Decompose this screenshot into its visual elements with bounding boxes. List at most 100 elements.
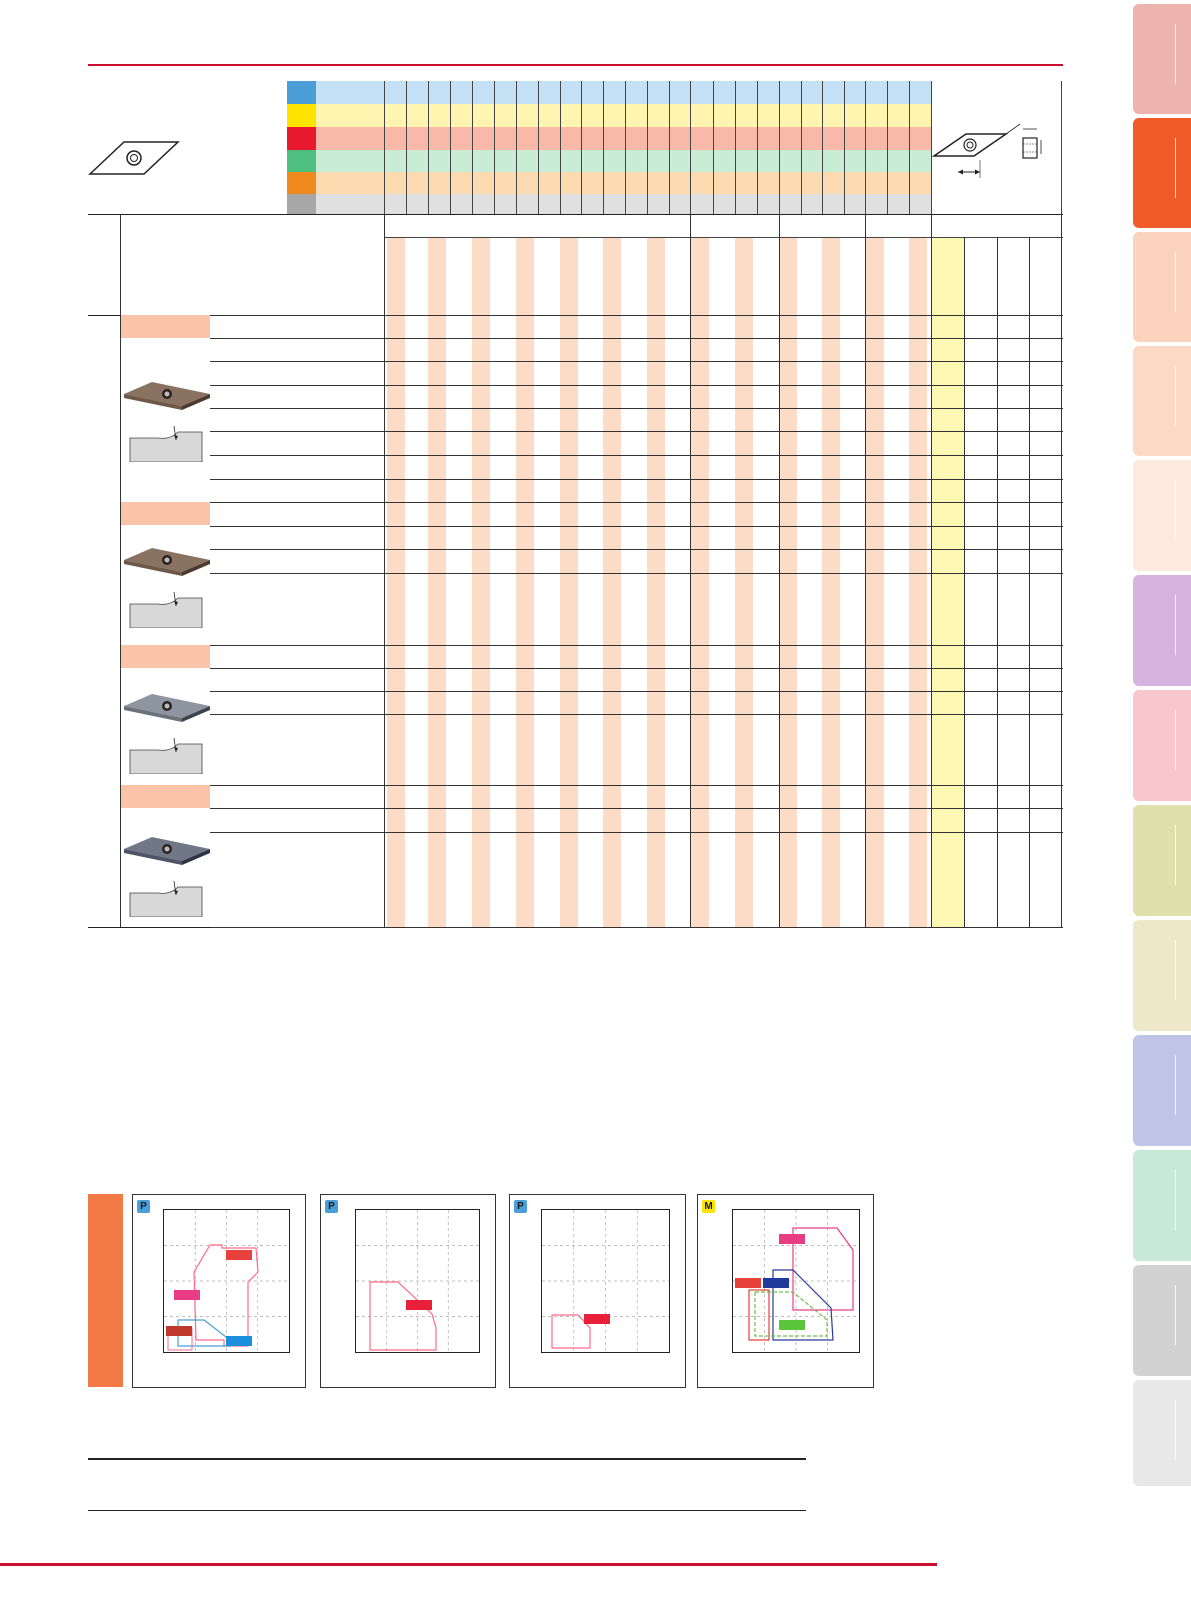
grade-swatch-m: [287, 104, 316, 127]
table-row-line: [210, 455, 1063, 456]
side-tab-6[interactable]: [1133, 575, 1191, 686]
grade-swatch-h: [287, 194, 316, 214]
grade-band-divider: [844, 81, 845, 214]
grade-band-divider: [865, 81, 866, 214]
side-tab-7[interactable]: [1133, 690, 1191, 801]
grade-band-divider: [779, 81, 780, 214]
grade-stripe: [387, 237, 405, 927]
dimension-column-divider: [1061, 237, 1062, 927]
side-tab-4[interactable]: [1133, 346, 1191, 456]
tab-marker: [1175, 1170, 1176, 1230]
table-row-line: [210, 479, 1063, 480]
range-plot: [163, 1209, 290, 1353]
tab-marker: [1175, 138, 1176, 198]
grade-stripe: [691, 237, 709, 927]
grade-band-h: [316, 194, 931, 214]
chipbreaker-profile-icon: [128, 881, 204, 917]
grade-stripe: [909, 237, 927, 927]
grade-band-divider: [560, 81, 561, 214]
grade-side-bar: [88, 1194, 123, 1387]
table-row-line: [210, 385, 1063, 386]
tab-marker: [1175, 24, 1176, 84]
tab-marker: [1175, 825, 1176, 885]
insert-dimension-drawing-icon: [930, 120, 1050, 184]
dimension-column-divider: [964, 237, 965, 927]
side-tab-10[interactable]: [1133, 1035, 1191, 1146]
side-tab-1[interactable]: [1133, 4, 1191, 114]
side-tab-5[interactable]: [1133, 460, 1191, 571]
footnote-rule-top: [88, 1458, 806, 1460]
group-header-1: [120, 315, 210, 338]
table-row-line: [210, 361, 1063, 362]
section-divider: [690, 214, 691, 927]
table-row-line: [210, 691, 1063, 692]
tab-marker: [1175, 252, 1176, 312]
grade-stripe: [647, 237, 665, 927]
grade-band-k: [316, 127, 931, 150]
dimension-column-divider: [1029, 237, 1030, 927]
grade-stripe: [428, 237, 446, 927]
grade-band-divider: [384, 81, 385, 214]
grade-band-n: [316, 150, 931, 172]
footnote-rule-bottom: [88, 1510, 806, 1511]
grade-band-divider: [690, 81, 691, 214]
chipbreaker-profile-icon: [128, 426, 204, 462]
grade-stripe: [472, 237, 490, 927]
table-right-border: [1061, 214, 1062, 237]
insert-gray-icon: [122, 690, 212, 722]
grade-stripe: [735, 237, 753, 927]
table-row-line: [210, 549, 1063, 550]
side-tab-8[interactable]: [1133, 805, 1191, 916]
grade-stripe: [603, 237, 621, 927]
grade-swatch-n: [287, 150, 316, 172]
grade-band-m: [316, 104, 931, 127]
subheader-rule: [384, 237, 1063, 238]
side-tab-3[interactable]: [1133, 232, 1191, 342]
table-row-line: [210, 573, 1063, 574]
table-row-line: [210, 645, 1063, 646]
side-tab-11[interactable]: [1133, 1150, 1191, 1261]
table-row-line: [210, 526, 1063, 527]
side-tab-12[interactable]: [1133, 1265, 1191, 1376]
chipbreaker-profile-icon: [128, 592, 204, 628]
grade-swatch-k: [287, 127, 316, 150]
grade-band-divider: [625, 81, 626, 214]
iso-badge: P: [325, 1200, 338, 1213]
iso-badge: P: [514, 1200, 527, 1213]
tab-marker: [1175, 366, 1176, 426]
cutting-range-chart-4: M: [697, 1194, 874, 1388]
table-row-line: [210, 408, 1063, 409]
header-right-border: [1061, 81, 1062, 214]
table-row-line: [210, 431, 1063, 432]
grade-stripe: [560, 237, 578, 927]
highlight-column: [931, 237, 964, 927]
side-tab-2[interactable]: [1133, 118, 1191, 228]
table-row-line: [210, 315, 1063, 316]
grade-stripe: [866, 237, 884, 927]
grade-swatch-s: [287, 172, 316, 194]
tab-marker: [1175, 1285, 1176, 1345]
grade-band-divider: [472, 81, 473, 214]
section-divider: [865, 214, 866, 927]
side-tab-13[interactable]: [1133, 1380, 1191, 1486]
table-row-line: [210, 832, 1063, 833]
insert-brown-icon: [122, 378, 212, 410]
table-row-line: [210, 714, 1063, 715]
table-top-rule: [88, 214, 1063, 215]
iso-badge: M: [702, 1200, 715, 1213]
side-tab-9[interactable]: [1133, 920, 1191, 1031]
grade-band-divider: [757, 81, 758, 214]
grade-band-divider: [428, 81, 429, 214]
section-divider: [931, 214, 932, 927]
grade-band-p: [316, 81, 931, 104]
grade-band-divider: [801, 81, 802, 214]
cutting-range-chart-3: P: [509, 1194, 686, 1388]
table-row-line: [210, 927, 1063, 928]
grade-band-divider: [494, 81, 495, 214]
group-header-4: [120, 785, 210, 808]
grade-band-divider: [581, 81, 582, 214]
insert-coated-icon: [122, 833, 212, 865]
insert-shape-icon: [86, 138, 182, 178]
grade-stripe: [822, 237, 840, 927]
table-row-line: [210, 668, 1063, 669]
